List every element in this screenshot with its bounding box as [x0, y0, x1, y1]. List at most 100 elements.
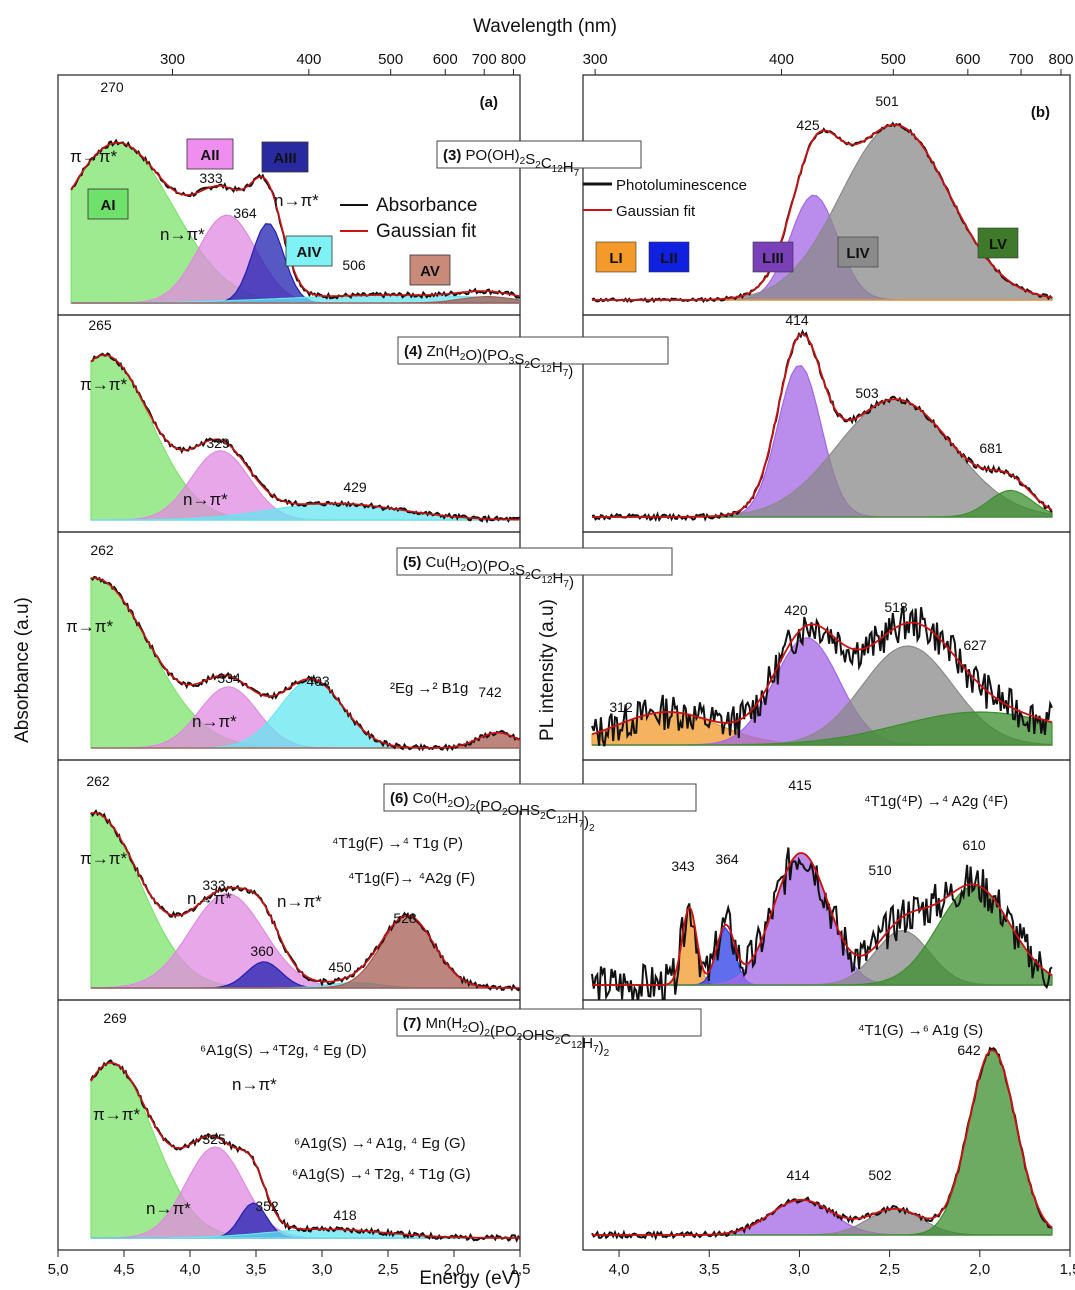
pl-peak-label: 681 — [979, 440, 1003, 456]
band-box — [87, 188, 129, 220]
top-axis-title: Wavelength (nm) — [473, 16, 617, 37]
pl-fit-curve — [592, 332, 1053, 518]
absorbance-peak-label: 333 — [199, 170, 223, 186]
absorbance-panel-5 — [90, 575, 520, 752]
plot-area: 5,0 4,5 4,0 3,5 3,0 2,5 2,0 1,5 4,0 3,5 3,0 2,5 2,0 1… — [48, 51, 1075, 1278]
n-pi-transition-label: n→π* — [183, 490, 228, 509]
n-pi-transition-label: n→π* — [187, 889, 232, 908]
absorbance-fit-curve — [70, 141, 520, 297]
pl-peak-label: 502 — [868, 1167, 892, 1183]
n-pi-transition-label: n→π* — [146, 1199, 191, 1218]
n-pi-transition-label: n→π* — [160, 225, 205, 244]
pi-pi-transition-label: π→π* — [80, 375, 127, 394]
pl-panel-7 — [591, 1046, 1053, 1241]
right-energy-tick: 4,0 — [609, 1261, 630, 1278]
absorbance-peak-label: 333 — [202, 877, 226, 893]
absorbance-peak-label: 364 — [233, 205, 257, 221]
n-pi-transition-label: n→π* — [192, 712, 237, 731]
absorbance-panel-3 — [70, 138, 520, 304]
panel-a-frame-7 — [57, 999, 521, 1251]
band-label-ai: AI — [101, 197, 116, 214]
absorbance-peak-label: 403 — [306, 673, 330, 689]
co-transition-2-label: ⁴T1g(F)→ ⁴A2g (F) — [348, 870, 475, 887]
pl-peak-label: 312 — [609, 699, 633, 715]
absorbance-fit-curve — [90, 1061, 520, 1239]
pl-peak-label: 425 — [796, 117, 820, 133]
right-wavelength-tick: 700 — [1009, 51, 1034, 68]
absorbance-fit-curve — [90, 812, 520, 989]
absorbance-peak-label: 334 — [217, 670, 241, 686]
pi-pi-transition-label: π→π* — [66, 617, 113, 636]
compound-label: (4) Zn(H2O)(PO3S2C12H7) — [404, 343, 573, 380]
right-wavelength-tick: 600 — [955, 51, 980, 68]
left-axis-title: Absorbance (a.u) — [12, 597, 33, 743]
left-energy-tick: 2,0 — [444, 1261, 465, 1278]
right-energy-tick: 3,5 — [699, 1261, 720, 1278]
left-wavelength-tick: 500 — [378, 51, 403, 68]
band-label-li: LI — [609, 250, 622, 267]
right-wavelength-tick: 300 — [583, 51, 608, 68]
absorbance-panel-6 — [90, 809, 520, 992]
left-energy-tick: 3,5 — [246, 1261, 267, 1278]
absorbance-peak-label: 270 — [100, 79, 124, 95]
absorbance-panel-4 — [90, 352, 520, 524]
left-energy-tick: 4,0 — [180, 1261, 201, 1278]
pl-peak-label: 501 — [875, 93, 899, 109]
right-wavelength-tick: 500 — [881, 51, 906, 68]
absorbance-peak-label: 265 — [88, 317, 112, 333]
pl-peak-label: 343 — [671, 858, 695, 874]
right-wavelength-tick: 800 — [1049, 51, 1074, 68]
left-wavelength-tick: 800 — [501, 51, 526, 68]
band-box — [285, 235, 333, 267]
band-box — [752, 241, 794, 273]
pl-peak-label: 627 — [963, 637, 987, 653]
pl-peak-label: 364 — [715, 851, 739, 867]
legend-a-fit: Gaussian fit — [376, 221, 477, 242]
pl-peak-label: 415 — [788, 777, 812, 793]
left-energy-tick: 1,5 — [510, 1261, 531, 1278]
right-energy-tick: 2,5 — [879, 1261, 900, 1278]
right-energy-tick: 3,0 — [789, 1261, 810, 1278]
absorbance-fit-curve — [90, 354, 520, 521]
pl-peak-label: 420 — [784, 602, 808, 618]
cu-dd-transition-label: ²Eg →² B1g — [390, 680, 468, 697]
pl-peak-label: 642 — [957, 1042, 981, 1058]
compound-label: (7) Mn(H2O)2(PO2OHS2C12H7)2 — [403, 1015, 610, 1059]
pi-pi-transition-label: π→π* — [80, 849, 127, 868]
n-pi-transition-label: n→π* — [232, 1075, 277, 1094]
pl-peak-label: 510 — [868, 862, 892, 878]
compound-box — [396, 547, 673, 576]
compound-label: (3) PO(OH)2S2C12H7 — [443, 147, 580, 179]
pl-peak-label: 610 — [962, 837, 986, 853]
absorbance-panel-7 — [90, 1059, 520, 1243]
mn-transition-2-label: ⁶A1g(S) →⁴ A1g, ⁴ Eg (G) — [294, 1135, 466, 1152]
pl-curve — [591, 605, 1053, 747]
legend-b-photoluminescence: Photoluminescence — [616, 177, 747, 194]
left-energy-tick: 4,5 — [114, 1261, 135, 1278]
legend-a-absorbance: Absorbance — [376, 195, 477, 216]
right-energy-tick: 2,0 — [969, 1261, 990, 1278]
bottom-axis-title: Energy (eV) — [419, 1268, 520, 1289]
left-wavelength-tick: 700 — [472, 51, 497, 68]
panel-b-frame-7 — [582, 999, 1071, 1251]
band-box — [595, 241, 637, 273]
n-pi-transition-label: n→π* — [274, 191, 319, 210]
mn-transition-3-label: ⁶A1g(S) →⁴ T2g, ⁴ T1g (G) — [292, 1166, 471, 1183]
compound-box — [397, 336, 669, 365]
mn-pl-transition-label: ⁴T1(G) →⁶ A1g (S) — [858, 1022, 983, 1039]
panel-a-label: (a) — [480, 94, 498, 111]
right-wavelength-tick: 400 — [769, 51, 794, 68]
absorbance-peak-label: 450 — [328, 959, 352, 975]
right-energy-tick: 1,5 — [1060, 1261, 1075, 1278]
left-wavelength-tick: 300 — [160, 51, 185, 68]
band-label-aiv: AIV — [296, 244, 321, 261]
pl-panel-3 — [591, 121, 1053, 304]
band-box — [837, 236, 879, 268]
gaussian-component — [592, 711, 1053, 746]
absorbance-peak-label: 329 — [206, 435, 230, 451]
band-label-liv: LIV — [846, 245, 869, 262]
absorbance-peak-label: 325 — [202, 1131, 226, 1147]
gaussian-component — [71, 296, 520, 304]
band-label-aii: AII — [200, 147, 219, 164]
band-label-liii: LIII — [762, 250, 784, 267]
